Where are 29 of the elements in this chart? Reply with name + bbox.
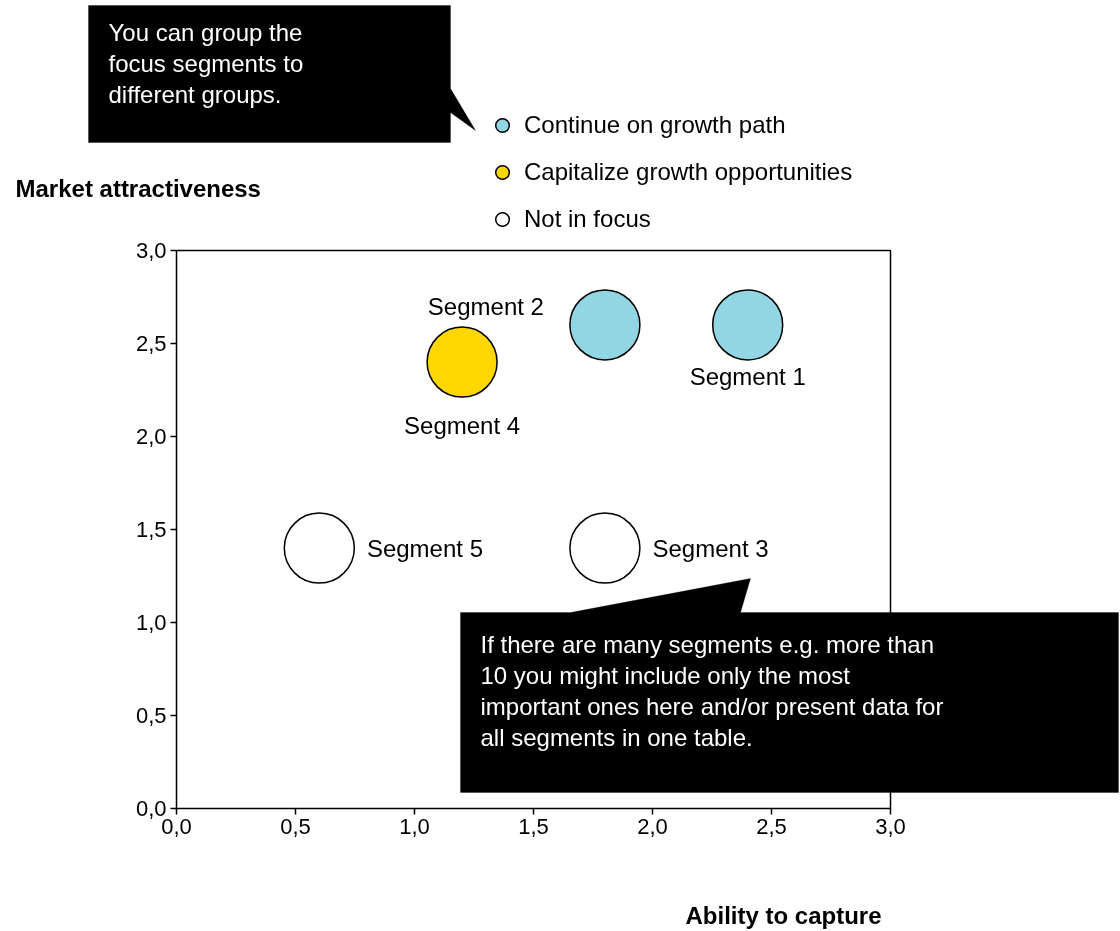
x-tick-label: 0,5 <box>280 813 311 839</box>
annotation: Segment 1 <box>689 363 806 391</box>
point <box>569 512 641 584</box>
x-tick-label: 2,0 <box>637 813 668 839</box>
point <box>569 289 641 361</box>
x-axis-title: Ability to capture <box>685 902 882 929</box>
y-tick-label: 2,5 <box>135 331 167 356</box>
y-tick-label: 3,0 <box>135 238 167 263</box>
y-tick-label: 1,5 <box>135 517 167 542</box>
legend-label: Not in focus <box>524 204 651 234</box>
y-tick-label: 1,0 <box>135 610 167 635</box>
annotation: Segment 5 <box>366 534 483 562</box>
x-tick-label: 1,0 <box>399 813 430 839</box>
point <box>426 326 498 398</box>
annotation: Segment 4 <box>404 411 521 439</box>
annotation: If there are many segments e.g. more than 10 you might include only the most important ones here and/or present data for all segments in one table. <box>480 630 944 751</box>
annotation: Segment 2 <box>427 292 544 320</box>
point <box>283 512 356 584</box>
point <box>711 289 784 361</box>
x-tick-label: 2,5 <box>756 813 787 839</box>
y-tick-label: 2,0 <box>135 424 167 449</box>
legend-label: Continue on growth path <box>524 110 786 140</box>
y-tick-label: 0,5 <box>135 703 167 728</box>
y-axis-title: Market attractiveness <box>15 175 261 202</box>
x-tick-label: 1,5 <box>518 813 549 839</box>
text: You can group the focus segments to different groups. <box>108 18 304 108</box>
x-tick-label: 3,0 <box>875 813 906 839</box>
annotation: Segment 3 <box>652 534 769 562</box>
legend-label: Capitalize growth opportunities <box>524 157 853 187</box>
